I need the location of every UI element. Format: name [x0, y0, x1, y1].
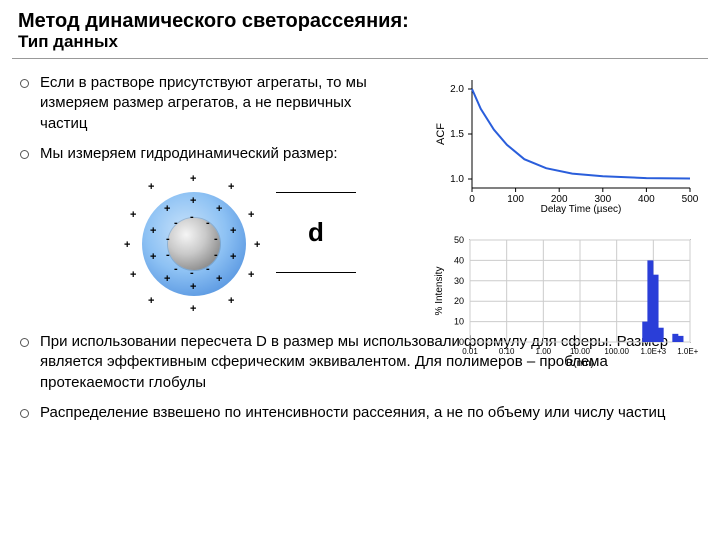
- top-bullet-list: Если в растворе присутствуют агрегаты, т…: [16, 73, 386, 164]
- dimension-d: d: [276, 192, 356, 273]
- svg-text:100.00: 100.00: [604, 347, 629, 356]
- acf-chart: 01002003004005001.01.52.0ACFDelay Time (…: [430, 72, 698, 214]
- page-title: Метод динамического светорассеяния:: [18, 10, 702, 33]
- svg-text:10.00: 10.00: [570, 347, 591, 356]
- dim-top-line: [276, 192, 356, 193]
- particle-diagram: + + + + + + + + + + + + + + + + + + + + …: [124, 174, 264, 314]
- svg-text:30: 30: [454, 276, 464, 286]
- dim-bottom-line: [276, 272, 356, 273]
- title-block: Метод динамического светорассеяния: Тип …: [0, 0, 720, 58]
- svg-text:0: 0: [459, 337, 464, 347]
- svg-text:1.5: 1.5: [450, 129, 464, 140]
- svg-text:0.01: 0.01: [462, 347, 478, 356]
- size-histogram-chart: 0.01 0.10 1.00 10.00 100.00 1.0E+3 1.0E+4 0 10 20…: [430, 234, 698, 368]
- svg-text:Delay Time (µsec): Delay Time (µsec): [541, 204, 622, 214]
- page-subtitle: Тип данных: [18, 32, 702, 52]
- svg-text:50: 50: [454, 235, 464, 245]
- svg-text:0: 0: [469, 194, 475, 205]
- svg-text:1.00: 1.00: [536, 347, 552, 356]
- svg-text:ACF: ACF: [435, 123, 447, 145]
- svg-text:0.10: 0.10: [499, 347, 515, 356]
- svg-text:1.0E+3: 1.0E+3: [641, 347, 667, 356]
- svg-text:2.0: 2.0: [450, 84, 464, 95]
- svg-text:40: 40: [454, 255, 464, 265]
- dim-label: d: [276, 217, 356, 248]
- svg-text:1.0E+4: 1.0E+4: [677, 347, 698, 356]
- list-item: Если в растворе присутствуют агрегаты, т…: [16, 73, 386, 134]
- svg-text:100: 100: [507, 194, 524, 205]
- svg-text:500: 500: [682, 194, 698, 205]
- svg-text:20: 20: [454, 296, 464, 306]
- svg-text:% Intensity: % Intensity: [434, 267, 445, 316]
- svg-text:R(nm): R(nm): [566, 358, 594, 368]
- svg-text:400: 400: [638, 194, 655, 205]
- list-item: Распределение взвешено по интенсивности …: [16, 403, 696, 423]
- list-item: Мы измеряем гидродинамический размер:: [16, 144, 386, 164]
- svg-text:10: 10: [454, 317, 464, 327]
- svg-text:1.0: 1.0: [450, 174, 464, 185]
